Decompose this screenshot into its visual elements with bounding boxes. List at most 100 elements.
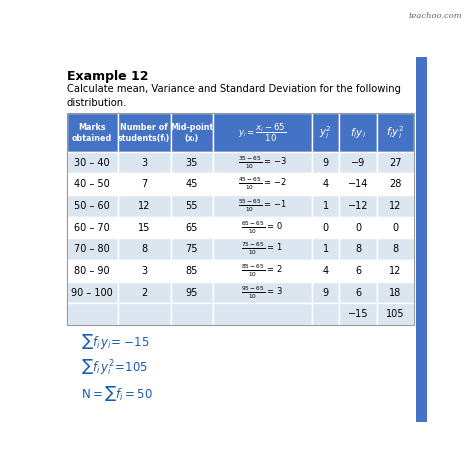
Text: $\frac{35 - 65}{10}$ = −3: $\frac{35 - 65}{10}$ = −3	[238, 155, 287, 171]
Bar	[213, 173, 311, 195]
Bar	[311, 173, 339, 195]
Bar	[66, 303, 118, 325]
Text: 95: 95	[186, 288, 198, 298]
Bar	[311, 282, 339, 303]
Text: −14: −14	[348, 179, 368, 189]
Bar	[339, 260, 377, 282]
Text: −12: −12	[348, 201, 368, 211]
Text: $\sum f_i\, y_i^2\!=\!105$: $\sum f_i\, y_i^2\!=\!105$	[82, 358, 148, 377]
Text: $f_iy_i^2$: $f_iy_i^2$	[386, 124, 404, 141]
Text: $\frac{45 - 65}{10}$ = −2: $\frac{45 - 65}{10}$ = −2	[238, 176, 287, 192]
Bar	[311, 113, 339, 152]
Text: 105: 105	[386, 310, 404, 319]
Text: $f_iy_i$: $f_iy_i$	[350, 126, 366, 140]
Text: 28: 28	[389, 179, 401, 189]
Text: 3: 3	[141, 158, 147, 168]
Bar	[118, 238, 171, 260]
Bar	[171, 113, 213, 152]
Bar	[171, 195, 213, 217]
Text: 70 – 80: 70 – 80	[74, 244, 110, 254]
Bar	[339, 238, 377, 260]
Text: Example 12: Example 12	[66, 70, 148, 82]
Bar	[171, 152, 213, 173]
Bar	[213, 113, 311, 152]
Bar	[171, 217, 213, 238]
Text: 50 – 60: 50 – 60	[74, 201, 110, 211]
Text: 27: 27	[389, 158, 401, 168]
Bar	[118, 113, 171, 152]
Bar	[171, 238, 213, 260]
Text: $y_i = \dfrac{x_i - 65}{10}$: $y_i = \dfrac{x_i - 65}{10}$	[238, 121, 287, 144]
Text: 35: 35	[186, 158, 198, 168]
Text: Calculate mean, Variance and Standard Deviation for the following
distribution.: Calculate mean, Variance and Standard De…	[66, 84, 401, 108]
Bar	[377, 260, 414, 282]
Bar	[171, 282, 213, 303]
Text: $\mathrm{N} = \sum f_i = 50$: $\mathrm{N} = \sum f_i = 50$	[82, 383, 153, 402]
Text: 9: 9	[322, 288, 328, 298]
Bar	[311, 217, 339, 238]
Text: 8: 8	[392, 244, 398, 254]
Text: $\frac{65 - 65}{10}$ = 0: $\frac{65 - 65}{10}$ = 0	[241, 219, 283, 236]
Text: 1: 1	[322, 244, 328, 254]
Text: 2: 2	[141, 288, 147, 298]
Text: 40 – 50: 40 – 50	[74, 179, 110, 189]
Text: 3: 3	[141, 266, 147, 276]
Bar	[377, 303, 414, 325]
Bar	[171, 260, 213, 282]
Bar	[118, 173, 171, 195]
Bar	[66, 113, 118, 152]
Text: 60 – 70: 60 – 70	[74, 223, 110, 233]
Bar	[118, 152, 171, 173]
Text: 0: 0	[322, 223, 328, 233]
Text: 6: 6	[355, 288, 361, 298]
Text: 30 – 40: 30 – 40	[74, 158, 110, 168]
Text: 45: 45	[186, 179, 198, 189]
Bar	[213, 195, 311, 217]
Bar	[66, 173, 118, 195]
Text: 0: 0	[392, 223, 398, 233]
Text: Number of
students(fᵢ): Number of students(fᵢ)	[118, 123, 170, 143]
Text: $\sum f_i\, y_i\!=\!-\!15$: $\sum f_i\, y_i\!=\!-\!15$	[82, 332, 150, 351]
Bar	[377, 238, 414, 260]
Text: 55: 55	[186, 201, 198, 211]
Bar	[118, 195, 171, 217]
Bar	[339, 113, 377, 152]
Bar	[66, 113, 414, 325]
Bar	[311, 195, 339, 217]
Text: 80 – 90: 80 – 90	[74, 266, 110, 276]
Bar	[377, 217, 414, 238]
Bar	[311, 303, 339, 325]
Bar	[171, 303, 213, 325]
Bar	[213, 303, 311, 325]
Bar	[213, 238, 311, 260]
Text: 1: 1	[322, 201, 328, 211]
Text: 75: 75	[186, 244, 198, 254]
Bar	[339, 152, 377, 173]
Bar	[416, 57, 427, 422]
Bar	[339, 173, 377, 195]
Text: 9: 9	[322, 158, 328, 168]
Bar	[213, 282, 311, 303]
Text: 7: 7	[141, 179, 147, 189]
Bar	[118, 282, 171, 303]
Text: $\frac{55 - 65}{10}$ = −1: $\frac{55 - 65}{10}$ = −1	[238, 198, 287, 214]
Bar	[118, 303, 171, 325]
Text: 4: 4	[322, 179, 328, 189]
Bar	[311, 238, 339, 260]
Bar	[377, 195, 414, 217]
Bar	[66, 282, 118, 303]
Bar	[377, 282, 414, 303]
Bar	[339, 217, 377, 238]
Text: −15: −15	[348, 310, 368, 319]
Bar	[339, 303, 377, 325]
Text: −9: −9	[351, 158, 365, 168]
Bar	[213, 217, 311, 238]
Text: 65: 65	[186, 223, 198, 233]
Text: 12: 12	[138, 201, 150, 211]
Bar	[377, 113, 414, 152]
Text: 90 – 100: 90 – 100	[72, 288, 113, 298]
Bar	[66, 195, 118, 217]
Bar	[118, 217, 171, 238]
Bar	[339, 282, 377, 303]
Bar	[311, 152, 339, 173]
